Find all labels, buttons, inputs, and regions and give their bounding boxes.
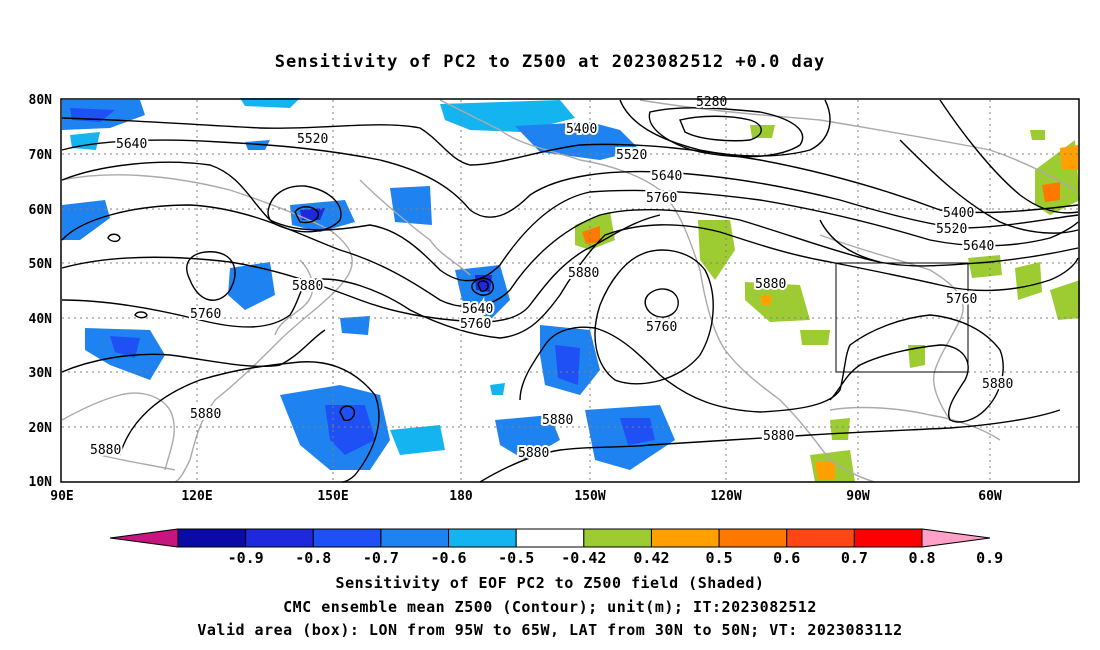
lat-label-30n: 30N: [29, 366, 53, 381]
colorbar-left-triangle: [109, 528, 179, 548]
colorbar-tick-label: 0.6: [773, 549, 800, 567]
lat-label-20n: 20N: [29, 421, 53, 436]
colorbar-swatch: [650, 528, 720, 548]
colorbar-swatch: [312, 528, 382, 548]
contour-label-5880-g: 5880: [518, 446, 549, 461]
valid-area-box: [835, 262, 969, 373]
contour-label-5760-c: 5760: [646, 320, 677, 335]
lat-label-60n: 60N: [29, 203, 53, 218]
lon-label-120w: 120W: [710, 489, 741, 504]
caption-line-3: Valid area (box): LON from 95W to 65W, L…: [197, 621, 903, 639]
contour-label-5520-b: 5520: [616, 148, 647, 163]
contour-label-5640-a: 5640: [116, 137, 147, 152]
colorbar-swatch: [515, 528, 585, 548]
colorbar-tick-label: -0.8: [295, 549, 331, 567]
colorbar-tick-label: 0.7: [841, 549, 868, 567]
colorbar-tick-label: 0.5: [706, 549, 733, 567]
contour-label-5640-d: 5640: [462, 302, 493, 317]
colorbar-swatch: [853, 528, 923, 548]
plot-title: Sensitivity of PC2 to Z500 at 2023082512…: [274, 52, 826, 72]
lat-label-10n: 10N: [29, 475, 53, 490]
colorbar-tick-label: -0.6: [430, 549, 466, 567]
contour-labels: 5640 5520 5400 5280 5520 5640 5760 5400 …: [88, 93, 1015, 463]
colorbar: -0.9 -0.8 -0.7 -0.6 -0.5 -0.42 0.42 0.5 0.6 0.7 0.…: [109, 528, 1003, 567]
colorbar-tick-label: 0.9: [976, 549, 1003, 567]
lon-label-60w: 60W: [978, 489, 1002, 504]
lon-label-90w: 90W: [846, 489, 870, 504]
contour-label-5880-a: 5880: [755, 277, 786, 292]
colorbar-swatch: [448, 528, 517, 548]
contour-label-5640-b: 5640: [651, 169, 682, 184]
lon-label-150w: 150W: [574, 489, 605, 504]
contour-label-5760-e: 5760: [190, 307, 221, 322]
lat-label-80n: 80N: [29, 93, 53, 108]
contour-label-5880-b: 5880: [568, 266, 599, 281]
lat-axis: 80N 70N 60N 50N 40N 30N 20N 10N: [29, 93, 53, 490]
contour-label-5880-h: 5880: [763, 429, 794, 444]
colorbar-tick-label: 0.42: [633, 549, 669, 567]
contour-label-5280: 5280: [696, 95, 727, 110]
caption-line-2: CMC ensemble mean Z500 (Contour); unit(m…: [283, 598, 817, 616]
colorbar-tick-label: -0.7: [363, 549, 399, 567]
colorbar-tick-label: -0.9: [228, 549, 264, 567]
contour-label-5880-i: 5880: [982, 377, 1013, 392]
caption-line-1: Sensitivity of EOF PC2 to Z500 field (Sh…: [335, 574, 765, 592]
contour-label-5400-b: 5400: [943, 206, 974, 221]
contour-label-5880-d: 5880: [190, 407, 221, 422]
colorbar-swatch: [718, 528, 788, 548]
contour-label-5520-a: 5520: [297, 132, 328, 147]
colorbar-swatch: [583, 528, 652, 548]
colorbar-swatch: [177, 528, 247, 548]
colorbar-swatch: [380, 528, 450, 548]
colorbar-swatch: [786, 528, 855, 548]
colorbar-tick-label: -0.42: [561, 549, 606, 567]
contour-label-5760-b: 5760: [946, 292, 977, 307]
contour-label-5880-e: 5880: [90, 443, 121, 458]
colorbar-right-triangle: [921, 528, 991, 548]
map-frame: [60, 98, 1080, 483]
contour-label-5880-c: 5880: [292, 279, 323, 294]
lon-axis: 90E 120E 150E 180 150W 120W 90W 60W: [50, 489, 1002, 504]
contour-label-5400-a: 5400: [566, 122, 597, 137]
lat-label-50n: 50N: [29, 257, 53, 272]
contour-label-5760-d: 5760: [460, 317, 491, 332]
lon-label-90e: 90E: [50, 489, 73, 504]
colorbar-tick-label: -0.5: [498, 549, 534, 567]
colorbar-tick-label: 0.8: [908, 549, 935, 567]
lon-label-150e: 150E: [317, 489, 348, 504]
lon-label-120e: 120E: [181, 489, 212, 504]
contour-label-5760-a: 5760: [646, 191, 677, 206]
lat-label-70n: 70N: [29, 148, 53, 163]
contour-label-5520-c: 5520: [936, 222, 967, 237]
contour-label-5880-f: 5880: [542, 413, 573, 428]
lat-label-40n: 40N: [29, 312, 53, 327]
z500-contours: [61, 99, 1079, 483]
colorbar-swatch: [245, 528, 314, 548]
lon-label-180: 180: [449, 489, 473, 504]
coastlines: [61, 99, 1076, 483]
contour-label-5640-c: 5640: [963, 239, 994, 254]
